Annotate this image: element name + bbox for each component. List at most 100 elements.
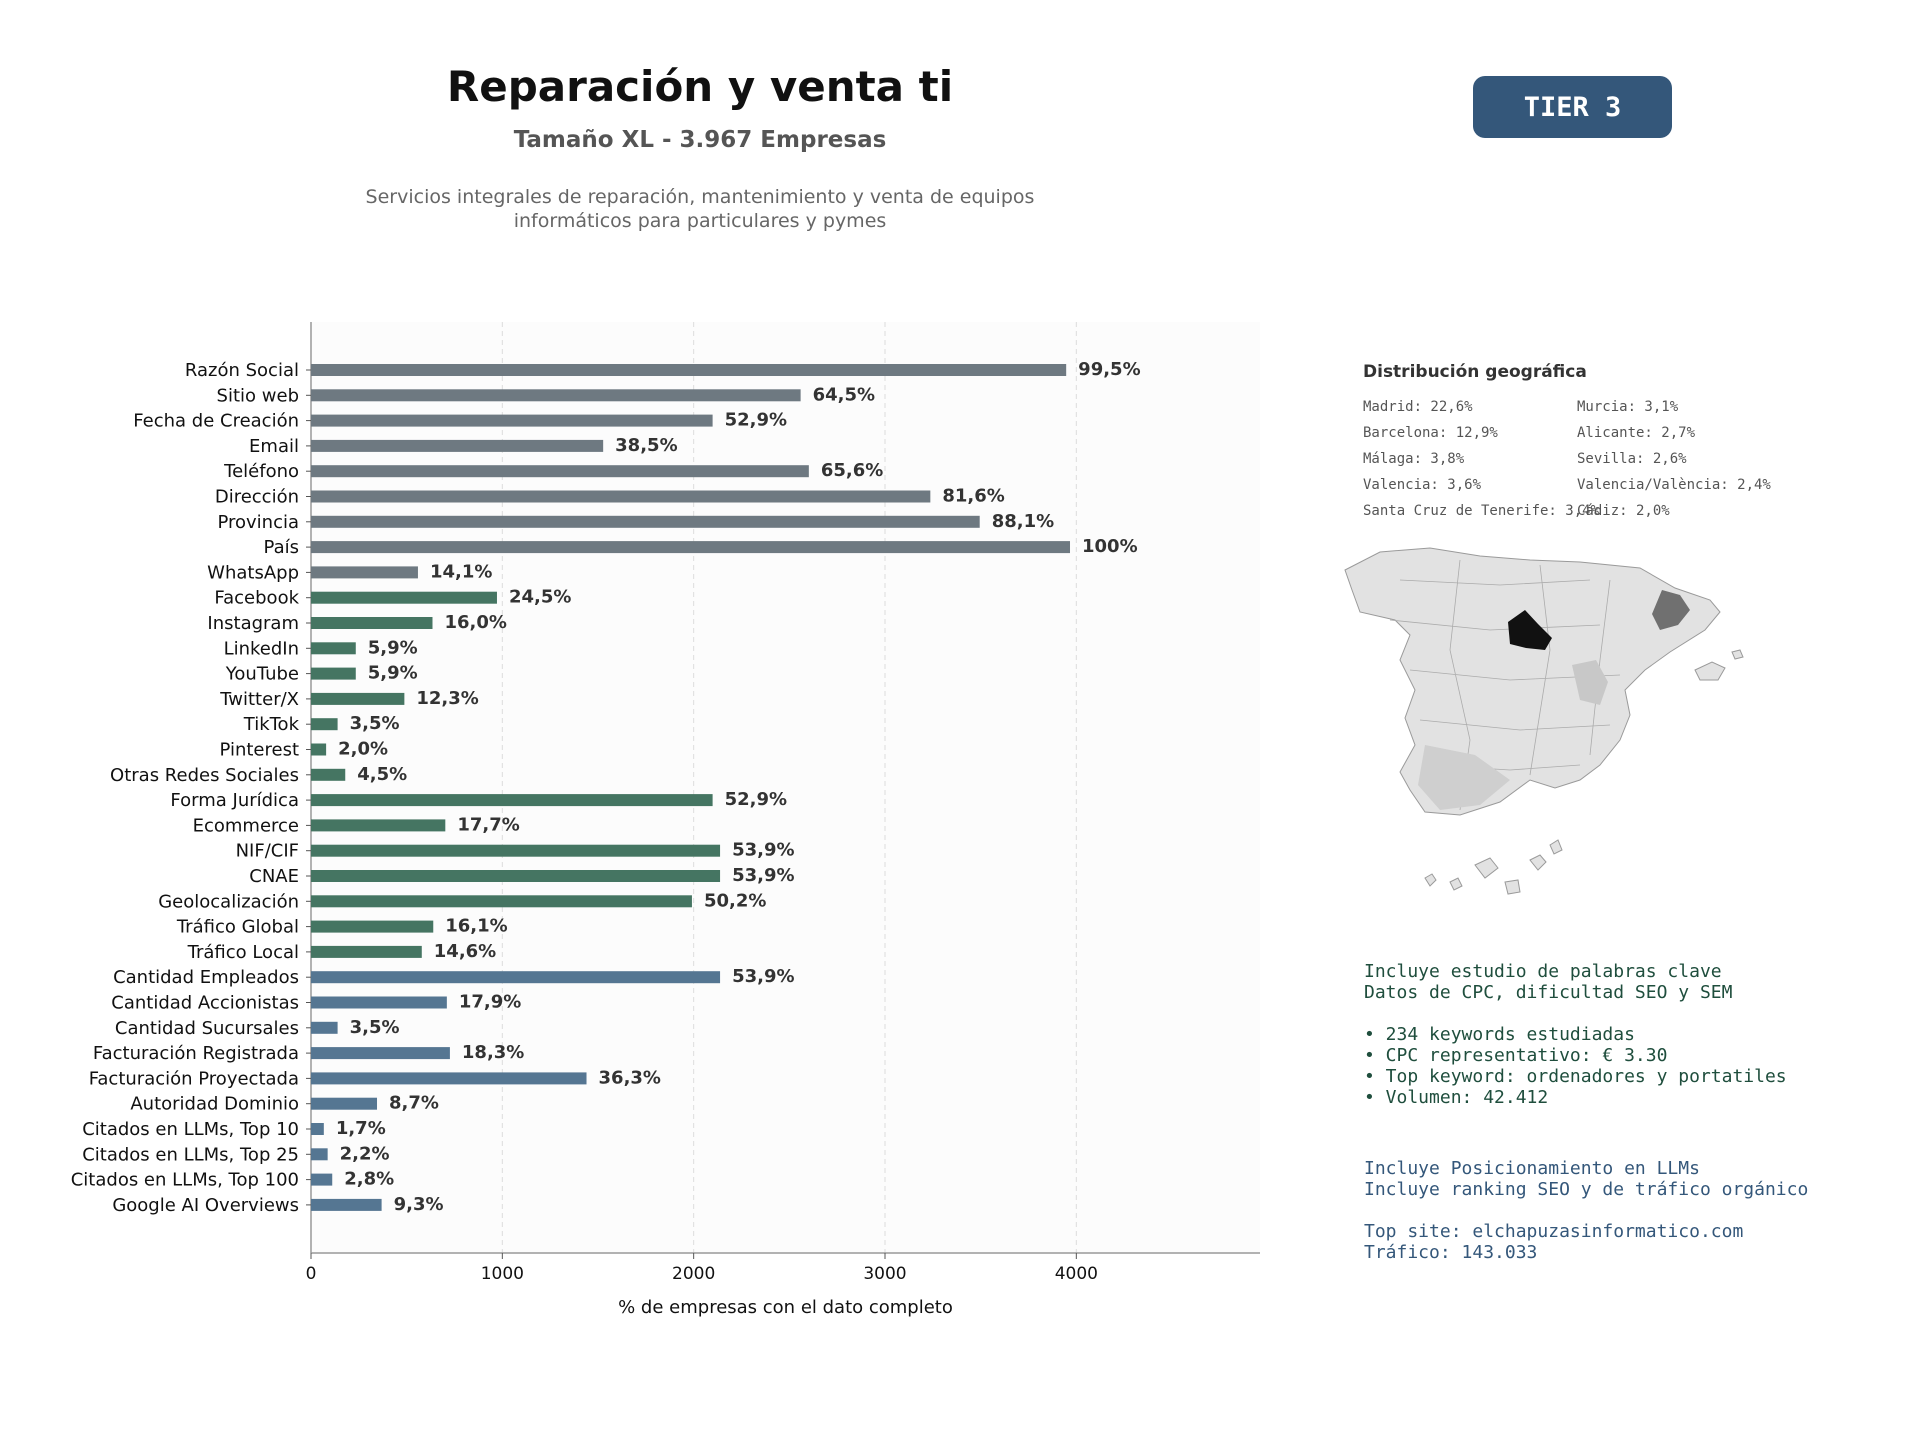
geo-item: Valencia/València: 2,4% <box>1577 477 1771 493</box>
data-label: 9,3% <box>394 1194 444 1215</box>
tier-badge: TIER 3 <box>1473 76 1672 138</box>
geo-item: Cádiz: 2,0% <box>1577 503 1670 519</box>
geo-item: Madrid: 22,6% <box>1363 399 1473 415</box>
bar <box>311 895 692 908</box>
category-label: CNAE <box>249 866 299 887</box>
category-label: Cantidad Sucursales <box>115 1018 299 1039</box>
data-label: 52,9% <box>725 410 787 431</box>
category-label: Geolocalización <box>158 891 299 912</box>
top-site: Top site: elchapuzasinformatico.com <box>1364 1221 1744 1242</box>
category-label: Provincia <box>217 512 299 533</box>
map-peninsula <box>1344 547 1721 816</box>
category-label: Autoridad Dominio <box>130 1094 299 1115</box>
category-label: NIF/CIF <box>236 841 299 862</box>
bar <box>311 642 356 655</box>
map-canarias <box>1424 839 1563 895</box>
data-label: 50,2% <box>704 890 766 911</box>
x-axis-label: % de empresas con el dato completo <box>618 1297 953 1318</box>
data-label: 38,5% <box>615 435 677 456</box>
category-label: Dirección <box>215 487 299 508</box>
bar <box>311 692 405 705</box>
data-label: 36,3% <box>599 1067 661 1088</box>
bar <box>311 389 801 402</box>
data-label: 18,3% <box>462 1042 524 1063</box>
bar <box>311 490 931 503</box>
geo-item: Barcelona: 12,9% <box>1363 425 1498 441</box>
category-label: Facturación Registrada <box>93 1043 299 1064</box>
llm-block: Incluye Posicionamiento en LLMs Incluye r… <box>1364 1158 1808 1263</box>
llm-line-2: Incluye ranking SEO y de tráfico orgánic… <box>1364 1179 1809 1200</box>
data-label: 2,2% <box>340 1143 390 1164</box>
data-label: 16,1% <box>445 916 507 937</box>
category-label: Tráfico Local <box>187 942 299 963</box>
data-label: 100% <box>1082 536 1138 557</box>
category-label: Facebook <box>214 588 299 609</box>
data-label: 2,0% <box>338 739 388 760</box>
bar <box>311 768 346 781</box>
description: Servicios integrales de reparación, mant… <box>300 185 1100 233</box>
category-label: Citados en LLMs, Top 25 <box>82 1144 299 1165</box>
description-line-1: Servicios integrales de reparación, mant… <box>365 186 1035 208</box>
plot-background <box>311 322 1260 1253</box>
category-label: Google AI Overviews <box>112 1195 299 1216</box>
keywords-bullet: • Volumen: 42.412 <box>1364 1087 1549 1108</box>
category-label: Sitio web <box>217 385 299 406</box>
bar <box>311 920 434 933</box>
data-label: 16,0% <box>444 612 506 633</box>
data-label: 14,1% <box>430 561 492 582</box>
data-label: 53,9% <box>732 865 794 886</box>
bar <box>311 743 327 756</box>
page-subtitle: Tamaño XL - 3.967 Empresas <box>513 127 887 153</box>
data-label: 5,9% <box>368 663 418 684</box>
data-label: 17,7% <box>457 814 519 835</box>
data-label: 8,7% <box>389 1093 439 1114</box>
data-label: 17,9% <box>459 992 521 1013</box>
map-baleares <box>1694 661 1726 681</box>
bar <box>311 1123 324 1135</box>
data-label: 4,5% <box>357 764 407 785</box>
geo-title: Distribución geográfica <box>1363 362 1587 382</box>
bar <box>311 996 447 1009</box>
x-tick-label: 4000 <box>1055 1264 1098 1284</box>
geo-item: Murcia: 3,1% <box>1577 399 1679 415</box>
category-label: Citados en LLMs, Top 100 <box>71 1170 299 1191</box>
data-label: 53,9% <box>732 966 794 987</box>
geo-list: Madrid: 22,6% Murcia: 3,1% Barcelona: 12… <box>1363 398 1843 520</box>
description-line-2: informáticos para particulares y pymes <box>513 210 887 232</box>
data-label: 1,7% <box>336 1118 386 1139</box>
geo-item: Sevilla: 2,6% <box>1577 451 1687 467</box>
bar <box>311 718 338 731</box>
category-label: Cantidad Empleados <box>113 967 299 988</box>
traffic: Tráfico: 143.033 <box>1364 1242 1538 1263</box>
data-label: 65,6% <box>821 460 883 481</box>
bar <box>311 794 713 807</box>
category-label: Facturación Proyectada <box>89 1068 299 1089</box>
bar <box>311 439 604 452</box>
category-label: Razón Social <box>185 360 299 381</box>
data-label: 88,1% <box>992 511 1054 532</box>
bar <box>311 1097 378 1110</box>
data-label: 2,8% <box>344 1169 394 1190</box>
category-label: TikTok <box>243 714 300 735</box>
data-label: 3,5% <box>350 1017 400 1038</box>
geo-item: Málaga: 3,8% <box>1363 451 1465 467</box>
x-tick-label: 3000 <box>863 1264 906 1284</box>
bar <box>311 844 721 857</box>
keywords-line-1: Incluye estudio de palabras clave <box>1364 961 1722 982</box>
page-title: Reparación y venta ti <box>446 62 954 111</box>
map-valencia <box>1572 660 1608 705</box>
bar-chart: 0 1000 2000 3000 4000 % de empresas con el da… <box>71 322 1260 1318</box>
bar <box>311 591 497 604</box>
category-label: Pinterest <box>219 740 299 761</box>
category-label: Tráfico Global <box>176 917 299 938</box>
map-region-lines <box>1389 559 1621 811</box>
data-label: 12,3% <box>416 688 478 709</box>
data-label: 3,5% <box>350 713 400 734</box>
category-label: País <box>264 537 299 558</box>
map-andalucia <box>1418 745 1510 810</box>
category-label: Email <box>249 436 299 457</box>
keywords-bullet: • CPC representativo: € 3.30 <box>1364 1045 1668 1066</box>
category-label: Citados en LLMs, Top 10 <box>82 1119 299 1140</box>
category-label: Ecommerce <box>193 815 299 836</box>
data-label: 24,5% <box>509 587 571 608</box>
